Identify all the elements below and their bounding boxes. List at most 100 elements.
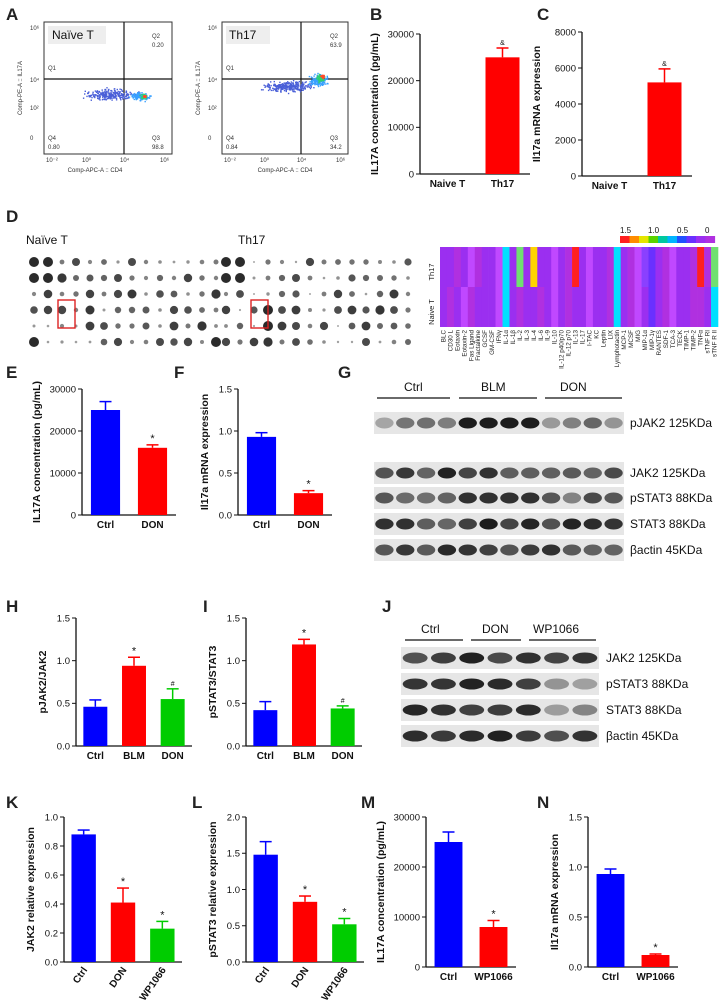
y-tick-label: 0 (409, 169, 414, 180)
event-dot (292, 88, 295, 90)
category-label: Ctrl (71, 965, 90, 986)
blot-band (458, 544, 477, 556)
event-dot (323, 81, 326, 84)
y-tick-label: 0.2 (45, 928, 58, 939)
event-dot (314, 83, 316, 85)
chart-F: 0.0 0.5 1.0 1.5 Il17a mRNA expression Ctrl * DO… (199, 384, 332, 531)
array-spot (101, 259, 107, 265)
event-dot (131, 95, 133, 98)
blot-band (541, 518, 561, 530)
bar (150, 928, 175, 962)
heatmap-column-label: TECK (677, 329, 684, 347)
event-dot (288, 86, 291, 88)
event-dot (273, 88, 275, 90)
event-dot (120, 88, 123, 91)
heatmap-cell (676, 247, 684, 287)
event-dot (297, 85, 299, 87)
category-label: WP1066 (474, 972, 513, 983)
event-dot (108, 92, 110, 94)
event-dot (295, 85, 298, 87)
svg-text:10⁶: 10⁶ (208, 25, 218, 32)
array-spot (307, 339, 313, 345)
blot-group-label: Ctrl (421, 622, 440, 636)
event-dot (109, 94, 111, 96)
array-title-th17: Th17 (238, 233, 266, 247)
event-dot (320, 79, 322, 81)
event-dot (304, 87, 306, 90)
y-tick-label: 1.5 (227, 613, 240, 624)
event-dot (114, 92, 116, 94)
panel-label-E: E (6, 363, 17, 382)
q1-label: Q1 (226, 66, 235, 72)
band-label: JAK2 125KDa (630, 466, 706, 480)
array-spot (279, 339, 285, 345)
array-spot (158, 324, 162, 328)
colorbar-tick: 0 (705, 226, 710, 235)
event-dot (298, 80, 301, 83)
event-dot (274, 85, 277, 88)
bar (479, 927, 508, 967)
array-spot (221, 305, 231, 315)
event-dot (121, 94, 123, 96)
array-spot (292, 338, 300, 346)
y-tick-label: 4000 (555, 99, 576, 110)
event-dot (139, 97, 141, 99)
array-spot (336, 340, 340, 344)
heatmap-column-label: MIP-1α (642, 330, 649, 351)
event-dot (325, 83, 327, 85)
blot-band (604, 467, 623, 479)
event-dot (312, 77, 314, 80)
array-spot (183, 337, 193, 347)
event-dot (319, 79, 321, 82)
event-dot (317, 85, 320, 88)
event-dot (146, 95, 148, 97)
heatmap-column-label: Eotaxin-2 (461, 330, 468, 357)
array-spot (85, 321, 95, 331)
event-dot (99, 95, 101, 97)
array-spot (392, 260, 396, 264)
array-spot (200, 340, 204, 344)
event-dot (305, 81, 307, 83)
event-dot (323, 76, 325, 78)
blot-band (604, 518, 623, 530)
array-dots-naive (29, 257, 221, 347)
event-dot (322, 81, 324, 83)
event-dot (126, 94, 129, 96)
event-dot (323, 83, 325, 85)
heatmap-colorbar (620, 236, 716, 243)
y-tick-label: 0 (415, 962, 420, 973)
event-dot (321, 81, 324, 84)
event-dot (283, 85, 286, 87)
array-spot (29, 257, 39, 267)
q4-value: 0.80 (48, 145, 60, 151)
array-spot (211, 337, 221, 347)
heatmap-column-label: Leptin (600, 330, 607, 348)
event-dot (136, 95, 139, 97)
event-dot (301, 82, 304, 84)
heatmap-column-label: sTNF RI (705, 330, 712, 354)
event-dot (289, 84, 292, 86)
colorbar-tick: 1.0 (648, 226, 660, 235)
event-dot (120, 96, 122, 99)
event-dot (310, 84, 312, 86)
array-spot (337, 325, 339, 327)
array-spot (375, 305, 385, 315)
bar (332, 924, 357, 962)
blot-band (459, 704, 485, 716)
event-dot (98, 97, 100, 99)
y-tick-label: 0.5 (227, 921, 240, 932)
heatmap-cell (565, 247, 573, 287)
heatmap-column-label: KC (593, 330, 600, 339)
svg-text:10⁴: 10⁴ (208, 77, 218, 84)
event-dot (317, 83, 319, 85)
array-spot (114, 274, 122, 282)
event-dot (109, 98, 112, 100)
array-spot (390, 322, 398, 330)
event-dot (108, 93, 110, 96)
panel-label-F: F (174, 363, 184, 382)
event-dot (308, 85, 310, 87)
event-dot (136, 93, 138, 95)
array-spot (279, 259, 285, 265)
category-label: Ctrl (253, 520, 270, 531)
array-spot (406, 276, 410, 280)
